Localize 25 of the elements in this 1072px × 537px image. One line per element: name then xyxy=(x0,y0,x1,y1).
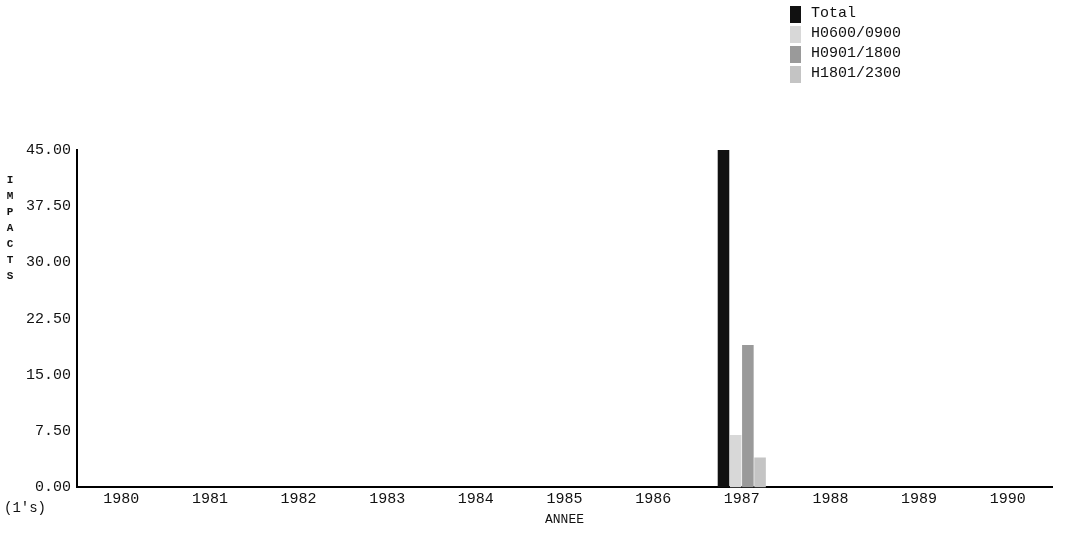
x-tick-label: 1986 xyxy=(635,491,672,509)
legend-label: Total xyxy=(811,4,857,24)
x-tick-label: 1988 xyxy=(812,491,849,509)
y-tick-label: 7.50 xyxy=(34,423,72,441)
x-axis-title: ANNEE xyxy=(545,511,585,527)
y-tick-label: 37.50 xyxy=(25,198,72,216)
x-tick-label: 1982 xyxy=(280,491,317,509)
x-tick-label: 1983 xyxy=(369,491,406,509)
x-tick-label: 1989 xyxy=(901,491,938,509)
legend-label: H1801/2300 xyxy=(811,64,902,84)
text: (1's) xyxy=(4,500,47,516)
x-tick-label: 1980 xyxy=(103,491,140,509)
x-tick-label: 1985 xyxy=(546,491,583,509)
x-tick-label: 1987 xyxy=(723,491,760,509)
legend-label: H0600/0900 xyxy=(811,24,902,44)
y-tick-label: 22.50 xyxy=(25,310,72,328)
y-tick-label: 45.00 xyxy=(25,141,72,159)
y-axis-title: IMPACTS xyxy=(6,173,14,284)
x-tick-label: 1981 xyxy=(191,491,228,509)
legend-label: H0901/1800 xyxy=(811,44,902,64)
y-tick-label: 30.00 xyxy=(25,254,72,272)
y-tick-label: 0.00 xyxy=(34,479,72,497)
x-tick-label: 1984 xyxy=(457,491,494,509)
y-tick-label: 15.00 xyxy=(25,366,72,384)
x-tick-label: 1990 xyxy=(989,491,1026,509)
